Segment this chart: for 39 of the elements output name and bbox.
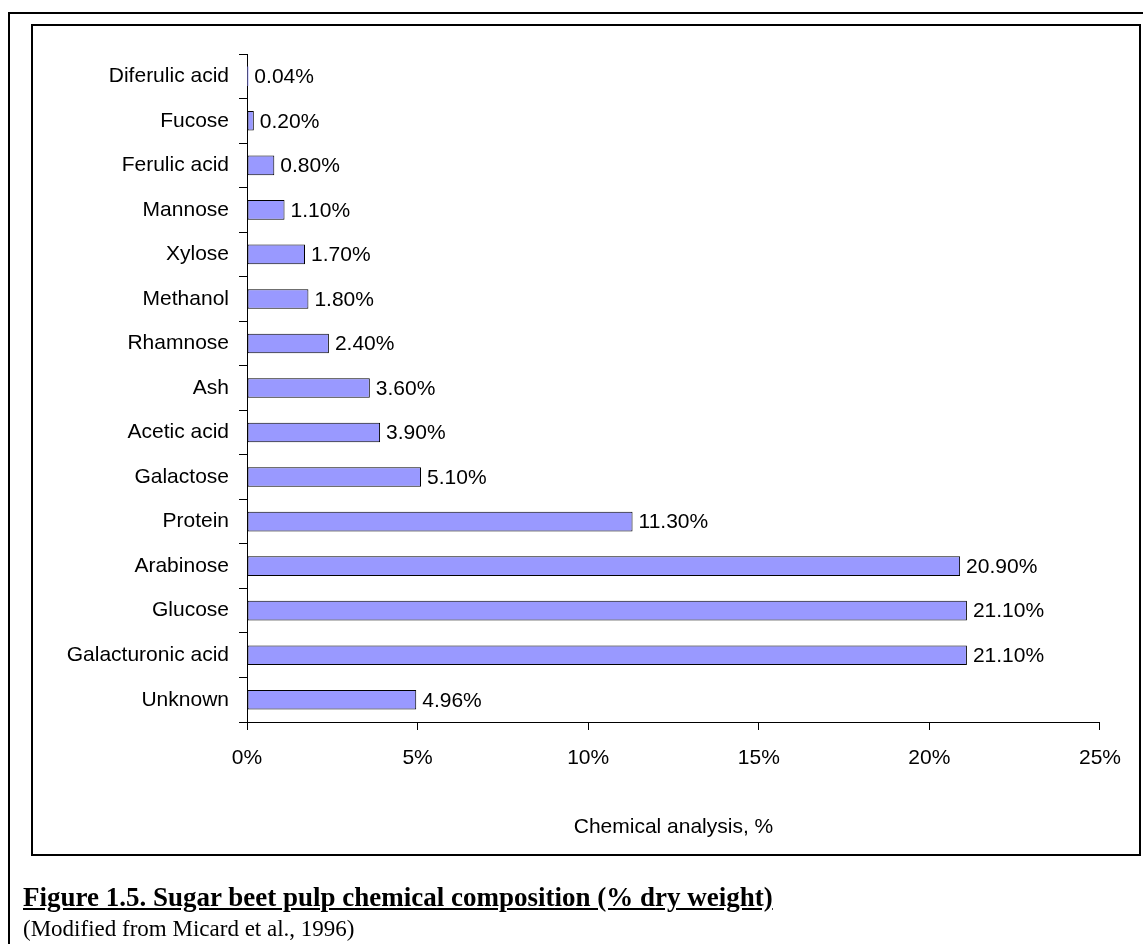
text: (Modified from Micard et al., 1996) [23, 916, 355, 942]
y-tick-label: Arabinose [134, 552, 229, 576]
y-tick-label: Fucose [160, 107, 229, 131]
y-tick-label: Protein [162, 508, 229, 532]
x-tick-label: 20% [908, 745, 951, 769]
y-tick-label: Rhamnose [127, 330, 229, 354]
y-tick-label: Mannose [142, 196, 229, 220]
y-tick-label: Acetic acid [127, 419, 229, 443]
y-tick-label: Unknown [141, 686, 229, 710]
data-label: 3.90% [386, 420, 446, 444]
y-tick-label: Galactose [134, 463, 229, 487]
data-label: 2.40% [334, 331, 395, 355]
data-label: 20.90% [966, 553, 1038, 577]
x-tick-label: 5% [402, 745, 433, 769]
data-label: 4.96% [422, 687, 482, 711]
data-label: 1.70% [311, 242, 371, 266]
x-axis-title: Chemical analysis, % [573, 814, 774, 838]
data-label: 1.10% [290, 197, 351, 221]
data-label: 11.30% [638, 509, 709, 533]
y-tick-label: Methanol [142, 285, 229, 309]
data-label: 21.10% [972, 598, 1045, 622]
y-tick-label: Ferulic acid [121, 152, 229, 176]
y-tick-label: Xylose [165, 241, 229, 265]
text: Figure 1.5. Sugar beet pulp chemical composition (% dry weight) [23, 882, 773, 913]
x-tick-label: 10% [567, 745, 610, 769]
data-label: 1.80% [314, 286, 374, 310]
x-tick-label: 25% [1078, 745, 1121, 769]
data-label: 0.20% [259, 108, 320, 132]
data-label: 3.60% [375, 375, 436, 399]
y-tick-label: Galacturonic acid [66, 642, 229, 665]
y-tick-label: Diferulic acid [108, 63, 229, 87]
data-label: 21.10% [972, 643, 1045, 666]
y-tick-label: Ash [192, 374, 229, 398]
data-label: 5.10% [427, 464, 487, 488]
y-tick-label: Glucose [151, 597, 229, 621]
data-label: 0.04% [254, 64, 314, 88]
x-tick-label: 15% [737, 745, 780, 769]
data-label: 0.80% [280, 153, 340, 177]
x-tick-label: 0% [231, 745, 263, 769]
